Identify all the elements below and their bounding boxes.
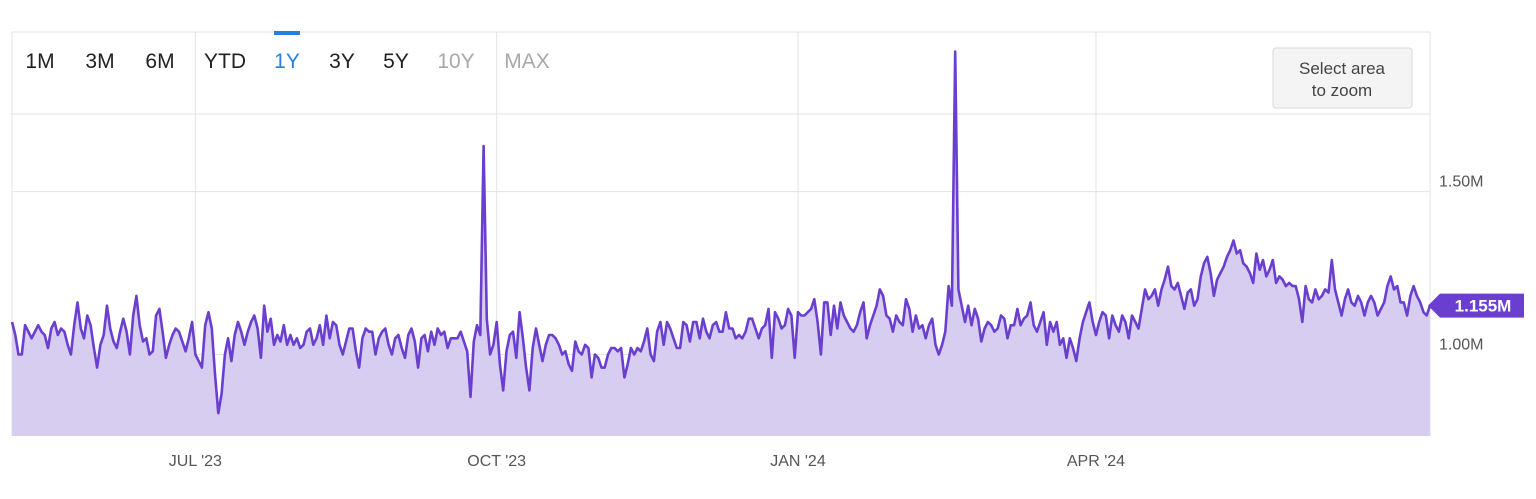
- range-button-3y[interactable]: 3Y: [329, 50, 355, 73]
- range-button-1y[interactable]: 1Y: [274, 31, 300, 73]
- range-button-label[interactable]: 1Y: [274, 50, 300, 73]
- range-button-label[interactable]: 6M: [145, 50, 174, 73]
- range-button-ytd[interactable]: YTD: [204, 50, 246, 73]
- range-button-6m[interactable]: 6M: [145, 50, 174, 73]
- watermark-text: 比特币之家: [1475, 467, 1530, 481]
- y-axis-ticks: 1.00M 1.50M: [1439, 174, 1483, 354]
- range-button-3m[interactable]: 3M: [85, 50, 114, 73]
- range-button-label[interactable]: 3M: [85, 50, 114, 73]
- last-value-flag: 1.155M: [1428, 293, 1524, 318]
- x-tick-label: JUL '23: [169, 453, 222, 470]
- range-button-label[interactable]: 10Y: [437, 50, 474, 73]
- range-button-5y[interactable]: 5Y: [383, 50, 409, 73]
- range-button-1m[interactable]: 1M: [25, 50, 54, 73]
- zoom-button-bg[interactable]: [1272, 47, 1413, 109]
- zoom-button[interactable]: Select area to zoom: [1272, 47, 1413, 109]
- x-axis-ticks: JUL '23 OCT '23 JAN '24 APR '24: [169, 453, 1125, 470]
- range-selector[interactable]: 1M 3M 6M YTD 1Y 3Y 5Y 10Y MAX: [25, 31, 550, 73]
- y-tick-label: 1.00M: [1439, 337, 1483, 354]
- zoom-button-line1[interactable]: Select area: [1299, 59, 1386, 78]
- zoom-button-line2[interactable]: to zoom: [1312, 81, 1372, 100]
- range-button-label[interactable]: 1M: [25, 50, 54, 73]
- x-tick-label: OCT '23: [467, 453, 526, 470]
- range-button-label[interactable]: MAX: [504, 50, 550, 73]
- last-value-badge: [1428, 293, 1524, 318]
- series-area: [12, 51, 1430, 436]
- active-range-indicator: [274, 31, 300, 35]
- x-tick-label: APR '24: [1067, 453, 1125, 470]
- range-button-label[interactable]: 5Y: [383, 50, 409, 73]
- x-tick-label: JAN '24: [770, 453, 826, 470]
- series-line: [10, 50, 1432, 415]
- range-button-max[interactable]: MAX: [504, 50, 550, 73]
- range-button-label[interactable]: 3Y: [329, 50, 355, 73]
- last-value-label: 1.155M: [1455, 297, 1512, 316]
- range-button-label[interactable]: YTD: [204, 50, 246, 73]
- y-tick-label: 1.50M: [1439, 174, 1483, 191]
- range-button-10y[interactable]: 10Y: [437, 50, 474, 73]
